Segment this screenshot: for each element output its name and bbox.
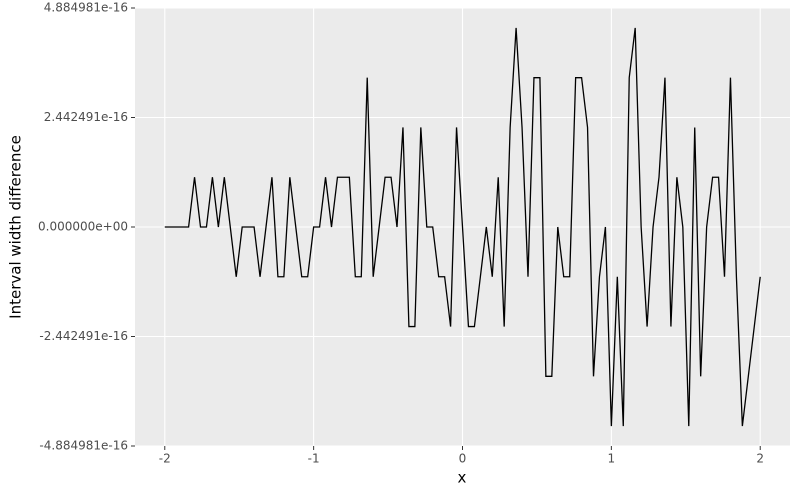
x-tick-label: -2: [159, 452, 171, 466]
line: [164, 27, 761, 427]
x-axis-title: x: [458, 469, 467, 487]
x-tick-label: -1: [308, 452, 320, 466]
y-tick-label: 4.884981e-16: [44, 1, 128, 15]
y-axis-title: Interval width difference: [7, 135, 25, 319]
y-tick-label: 0.000000e+00: [38, 220, 128, 234]
x-tick-label: 2: [756, 452, 764, 466]
y-tick-label: 2.442491e-16: [44, 110, 128, 124]
y-tick-label: -4.884981e-16: [39, 439, 128, 453]
x-tick-label: 0: [459, 452, 467, 466]
x-tick-label: 1: [608, 452, 616, 466]
y-tick-label: -2.442491e-16: [39, 329, 128, 343]
